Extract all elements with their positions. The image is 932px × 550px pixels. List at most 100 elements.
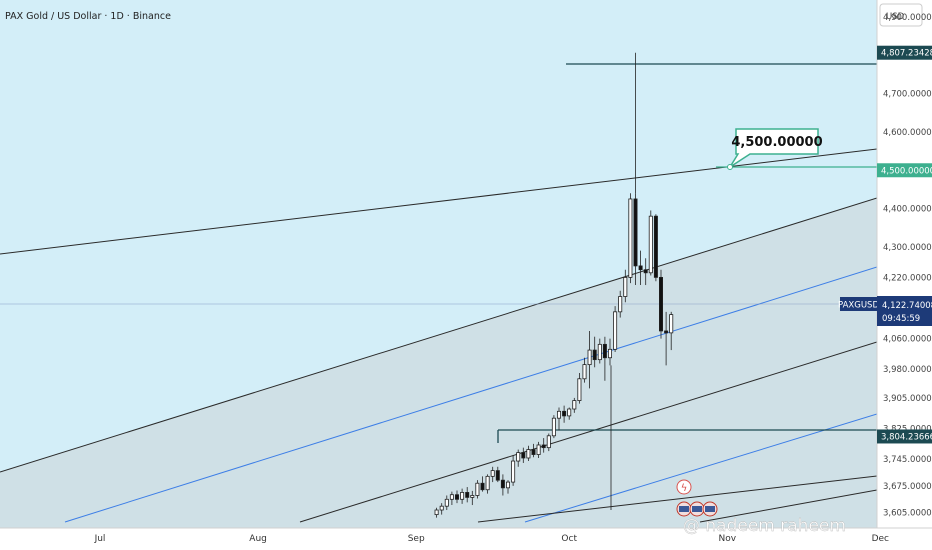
y-tick-label: 3,605.00000 [883,509,932,519]
candle-down [521,452,526,459]
candle-up [597,343,602,361]
x-tick-label: Aug [249,534,267,544]
channel-fill [0,198,877,528]
x-tick-label: Oct [561,534,577,544]
candle-up [505,481,510,489]
candle-up [567,408,572,417]
candle-up [577,378,582,401]
candle-down [495,470,500,481]
currency-label: USD [886,12,905,22]
candle-up [460,492,465,500]
candle-up [669,314,674,334]
y-tick-label: 3,905.00000 [883,394,932,404]
channel-lower-line [299,341,877,523]
candle-up [526,449,531,459]
candle-up [516,452,521,462]
price-marker-box [877,163,932,178]
y-tick-label: 3,980.00000 [883,365,932,375]
y-tick-label: 4,600.00000 [883,128,932,138]
candle-up [511,460,516,483]
watermark: @ nadeem raheem [683,516,846,536]
channel-bottom-line [477,475,877,523]
candle-up [490,470,495,477]
candle-up [628,198,633,278]
lightning-glyph: ϟ [681,483,688,494]
candle-down [633,198,638,267]
price-markers-group: 4,807.23428 4,500.00000 3,804.23666 [877,45,932,444]
countdown-timer: 09:45:59 [882,314,920,324]
candle-down [638,265,643,271]
candle-up [648,215,653,274]
candle-up [470,495,475,498]
candle-up [536,444,541,455]
currency-box[interactable]: USD [879,3,923,27]
candle-up [485,475,490,491]
channel-mid-line [64,266,877,523]
price-marker-box [877,45,932,60]
candle-up [551,417,556,437]
candle-down [643,269,648,274]
x-tick-label: Dec [872,534,889,544]
x-ticks-group: Jul Aug Sep Oct Nov Dec [94,534,889,544]
candle-up [618,296,623,313]
price-marker-label: 4,500.00000 [881,166,932,176]
candle-up [475,482,480,496]
price-marker-label: 4,807.23428 [881,49,932,59]
chart-title: PAX Gold / US Dollar · 1D · Binance [5,11,171,22]
candle-up [608,348,613,359]
x-tick-label: Jul [94,534,106,544]
event-icons[interactable]: ϟ [676,479,718,517]
symbol-tag [840,297,877,311]
candle-down [653,215,658,278]
current-price-tag[interactable]: PAXGUSD 4,122.74008 09:45:59 [838,296,932,326]
watermark-text: @ nadeem raheem [683,516,846,536]
lightning-event-icon[interactable] [676,479,692,495]
y-tick-label: 4,900.00000 [883,13,932,23]
y-tick-label: 4,060.00000 [883,335,932,345]
candle-up [623,276,628,297]
candles-group [434,52,674,518]
candle-down [592,349,597,361]
candle-up [546,435,551,449]
y-tick-label: 4,220.00000 [883,273,932,283]
candle-up [582,364,587,380]
y-tick-label: 4,300.00000 [883,243,932,253]
y-tick-label: 4,400.00000 [883,205,932,215]
candle-up [557,410,562,419]
target-callout-label: 4,500.00000 [731,135,822,150]
candle-up [449,494,454,500]
channel-top-line [0,197,877,473]
candle-down [562,410,567,417]
time-axis[interactable] [0,528,932,550]
candle-up [444,498,449,507]
candle-down [454,494,459,500]
x-tick-label: Sep [408,534,425,544]
candle-down [602,343,607,359]
candle-up [439,505,444,511]
candle-down [465,492,470,498]
candle-down [480,482,485,491]
price-marker-box [877,429,932,444]
candle-down [541,444,546,449]
candle-down [664,330,669,334]
candle-up [587,349,592,366]
symbol-tag-label: PAXGUSD [838,301,879,311]
current-price-value: 4,122.74008 [882,301,932,311]
candle-up [613,311,618,350]
callout-anchor [727,164,733,170]
x-tick-label: Nov [719,534,737,544]
channel-bottom-line-2 [699,489,877,523]
y-tick-label: 3,675.00000 [883,482,932,492]
candle-down [531,449,536,455]
price-axis[interactable] [877,0,932,528]
y-tick-label: 3,745.00000 [883,455,932,465]
price-marker-label: 3,804.23666 [881,432,932,442]
candle-up [434,509,439,516]
candle-up [572,400,577,410]
current-price-box [877,296,932,326]
channel-lower-blue-line [524,413,877,523]
candle-down [500,479,505,489]
y-tick-label: 4,700.00000 [883,90,932,100]
target-callout[interactable]: 4,500.00000 [729,128,823,168]
